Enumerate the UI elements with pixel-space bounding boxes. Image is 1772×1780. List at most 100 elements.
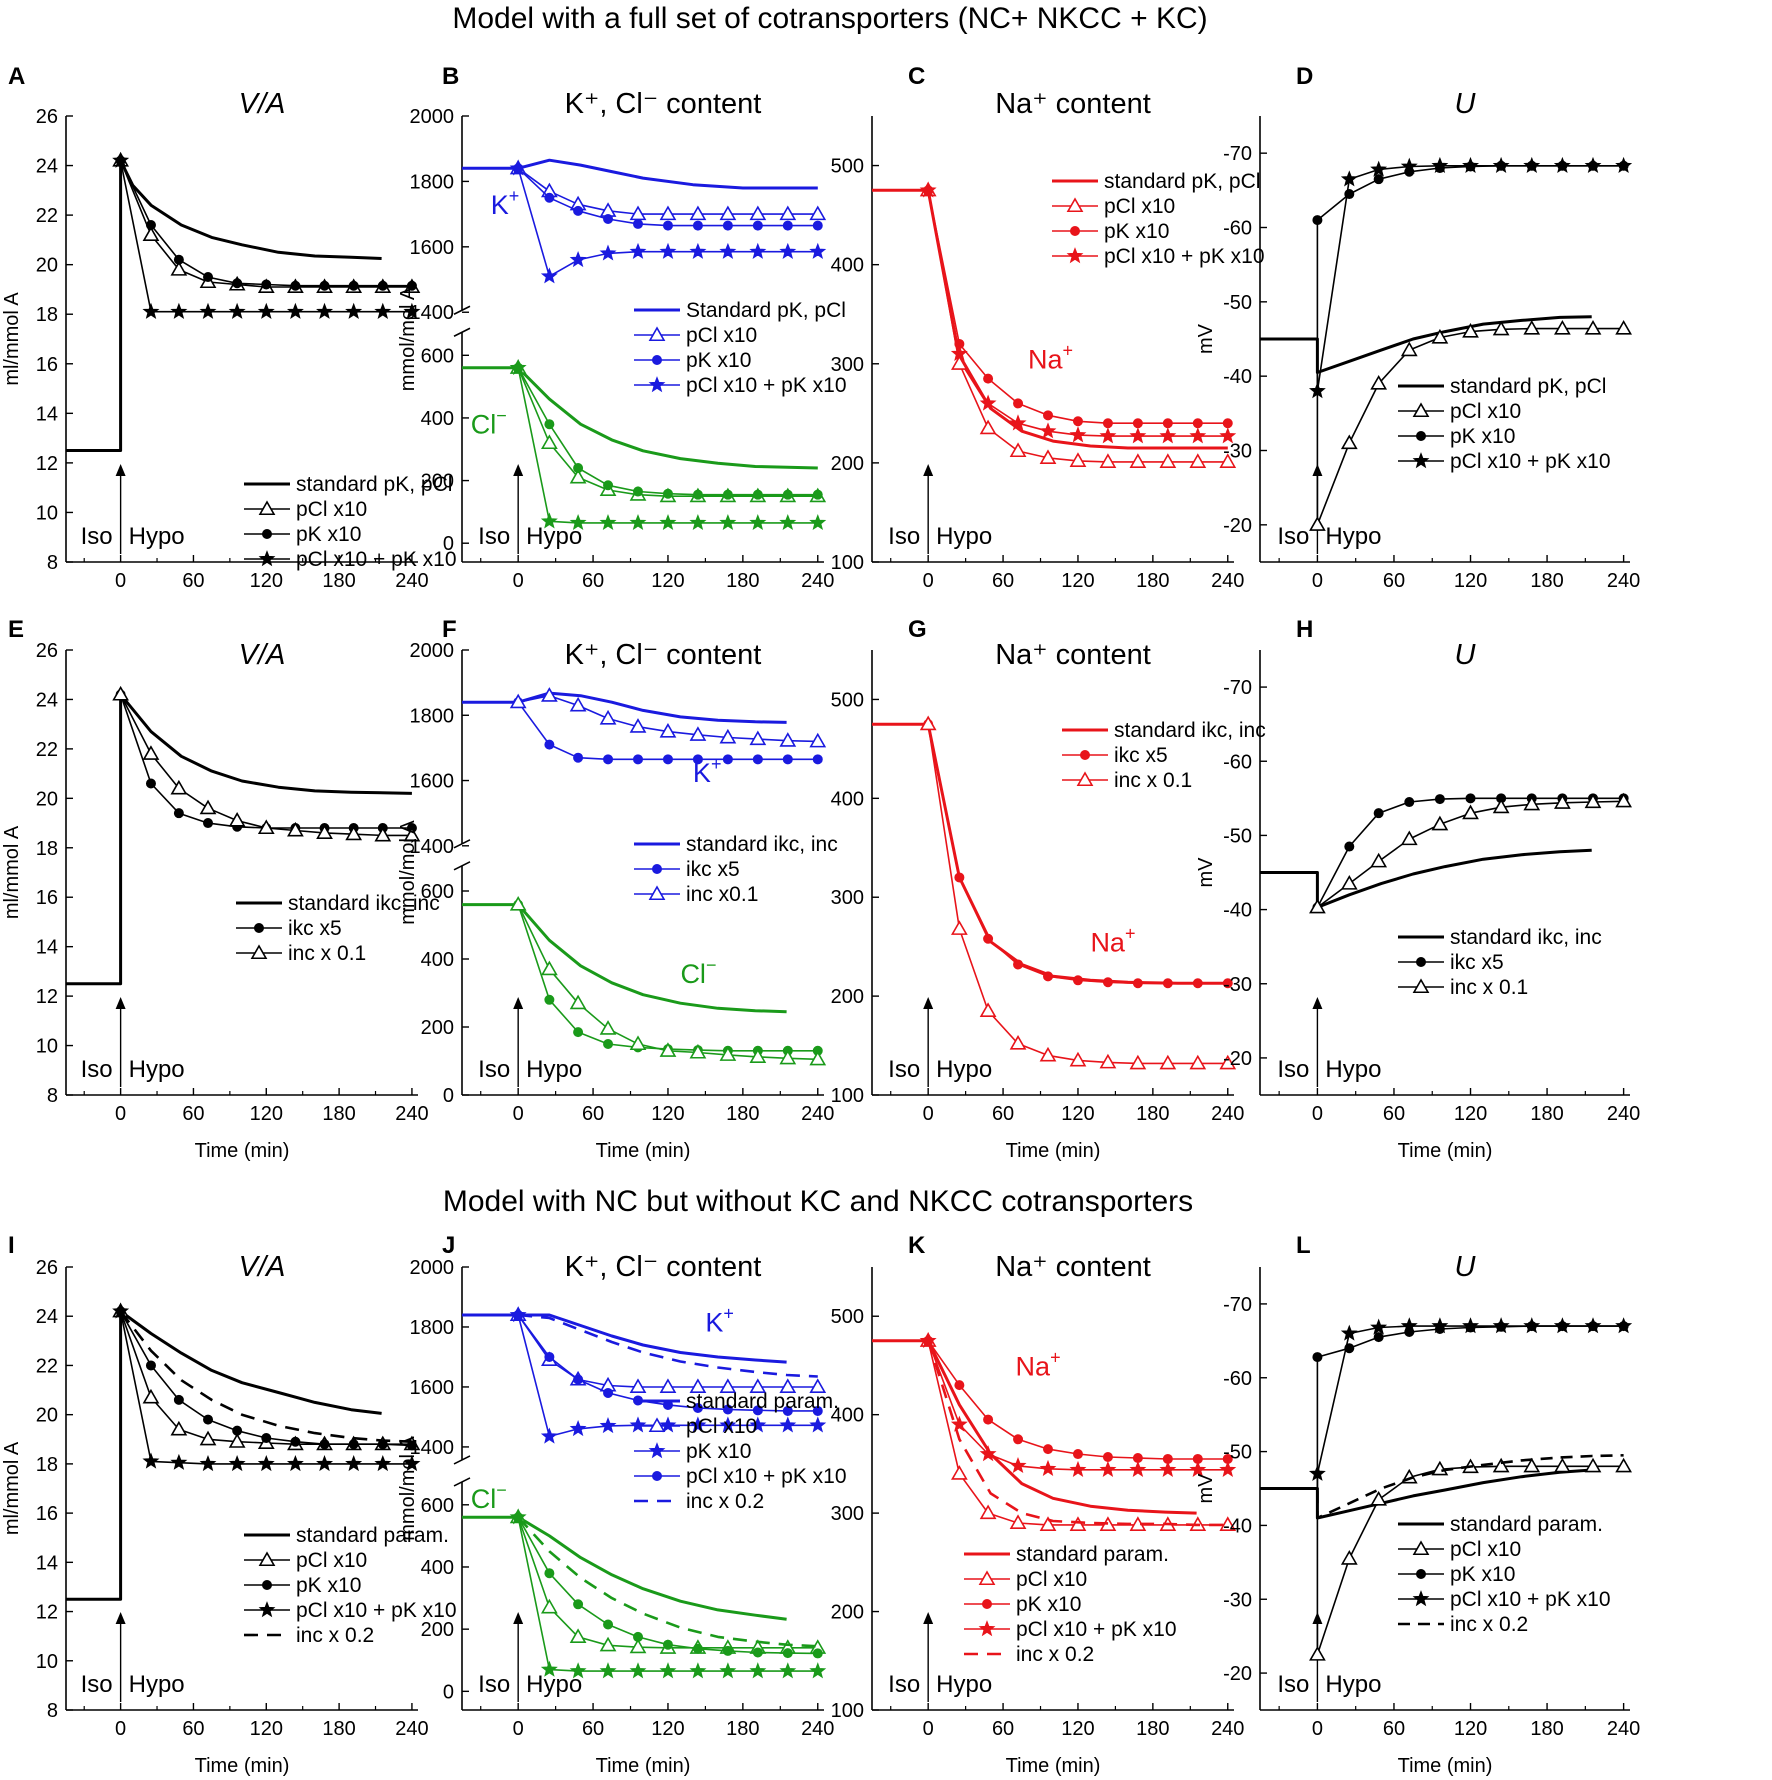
data-point [749,1416,767,1433]
y-tick-label: 200 [831,1602,864,1624]
data-point [1072,975,1083,986]
data-point [689,1662,707,1679]
data-point [403,1454,421,1472]
data-point [1009,1034,1027,1050]
data-point [689,242,707,259]
y-tick-label: -50 [1223,292,1252,314]
y-tick-label: -20 [1223,515,1252,537]
series-line [927,724,1228,985]
series-line [462,158,818,190]
data-point [544,1568,555,1579]
data-point [979,1445,997,1462]
x-axis-label: Time (min) [1398,1140,1493,1162]
series-line [872,188,1228,450]
legend-entry: pK x10 [1104,220,1169,243]
ion-annotation: Cl− [471,406,507,440]
data-point [1431,1317,1449,1334]
x-tick-label: 120 [1454,1718,1487,1740]
data-point [629,718,647,733]
data-point [287,821,304,837]
data-point [1099,1053,1117,1069]
data-point [569,251,587,268]
hypo-label: Hypo [936,1056,992,1083]
data-point [692,1643,703,1654]
y-tick-label: 400 [421,949,454,971]
data-point [1404,797,1415,808]
legend-entry: ikc x5 [686,858,740,881]
legend-marker [1066,197,1084,213]
legend-marker [978,1570,996,1586]
x-tick-label: 240 [1211,570,1244,592]
data-point [1400,830,1418,846]
panel-b: 0 60 120 180 240 1400 1600 1800 2000 0 200 400 600mm… [397,63,847,592]
panel-letter: I [8,1232,15,1259]
legend-marker [652,355,662,365]
legend-entry: standard pK, pCl [1450,375,1606,398]
series-line [517,904,818,1061]
data-point [1492,798,1510,814]
data-point [348,1439,359,1450]
legend-entry: pCl x10 + pK x10 [1450,1588,1611,1611]
series-line [119,1310,412,1447]
x-tick-label: 0 [923,1103,934,1125]
data-point [1615,1457,1632,1473]
data-point [112,151,130,168]
y-tick-label: 500 [831,689,864,711]
legend-marker [262,529,272,539]
data-point [1069,1051,1087,1067]
ion-annotation: Na+ [1016,1347,1061,1381]
data-point [1219,427,1237,444]
legend-marker [1416,957,1426,967]
data-point [812,489,823,500]
data-point [782,489,793,500]
data-point [1523,1457,1541,1473]
ion-annotation: K+ [693,754,722,788]
data-point [782,754,793,765]
data-point [1069,452,1087,467]
data-point [1309,1646,1326,1661]
x-tick-label: 180 [1530,1103,1563,1125]
y-tick-label: 20 [36,1405,58,1427]
ion-annotation: K+ [705,1303,734,1337]
data-point [319,1439,330,1450]
data-point [1009,1456,1027,1474]
data-point [779,205,797,221]
y-tick-label: 10 [36,502,58,524]
hypo-label: Hypo [936,523,992,550]
hypo-label: Hypo [129,523,185,550]
legend-entry: pCl x10 [1450,1538,1521,1561]
legend-entry: inc x 0.1 [1450,976,1528,999]
data-point [722,1404,733,1415]
data-point [662,220,673,231]
data-point [749,1378,767,1394]
panel-title: Na⁺ content [995,1251,1151,1283]
ion-annotation: Cl− [680,955,716,989]
data-point [719,205,737,221]
data-point [509,693,527,709]
x-tick-label: 0 [513,1718,524,1740]
series-line [517,1516,818,1648]
hypo-label: Hypo [936,1671,992,1698]
y-tick-label: 0 [443,533,454,555]
data-point [752,1647,763,1658]
data-point [659,722,677,738]
data-point [377,280,388,291]
data-point [509,358,527,376]
legend-entry: inc x 0.2 [1450,1613,1528,1636]
y-axis-label: mV [1195,857,1217,888]
data-point [599,1020,617,1035]
data-point [983,933,994,944]
y-tick-label: 1800 [410,705,455,727]
legend-entry: ikc x5 [1450,951,1504,974]
panel-letter: C [908,63,925,90]
hypo-arrow-head [513,464,524,476]
data-point [719,1416,737,1433]
panel-k: 0 60 120 180 240 100 200 300 400 500 Time (min) K Na… [831,1232,1245,1777]
data-point [345,825,363,841]
legend-entry: standard pK, pCl [1104,170,1260,193]
x-tick-label: 0 [923,570,934,592]
data-point [142,302,160,319]
x-axis-label: Time (min) [596,1755,691,1777]
data-point [142,1388,160,1404]
